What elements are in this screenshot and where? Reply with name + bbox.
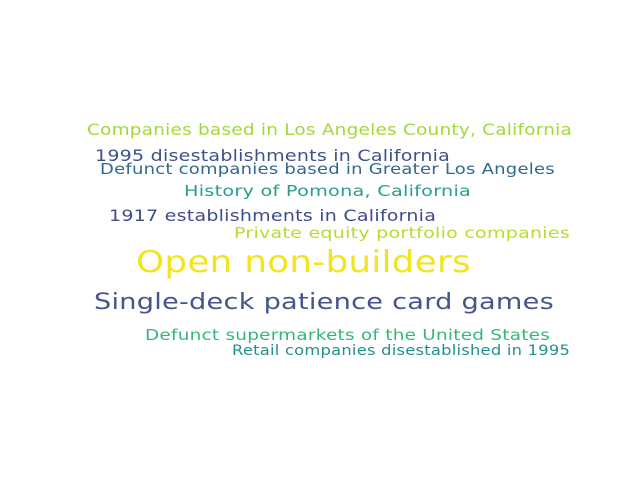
word-8: Defunct supermarkets of the United State… [145,326,551,344]
word-1: 1995 disestablishments in California [95,146,451,165]
word-7: Single-deck patience card games [94,290,554,315]
word-6: Open non-builders [136,245,471,280]
word-0: Companies based in Los Angeles County, C… [87,120,572,139]
word-9: Retail companies disestablished in 1995 [232,343,571,359]
word-3: History of Pomona, California [184,182,472,200]
word-5: Private equity portfolio companies [234,224,571,242]
word-2: Defunct companies based in Greater Los A… [100,160,555,178]
word-4: 1917 establishments in California [109,206,437,225]
